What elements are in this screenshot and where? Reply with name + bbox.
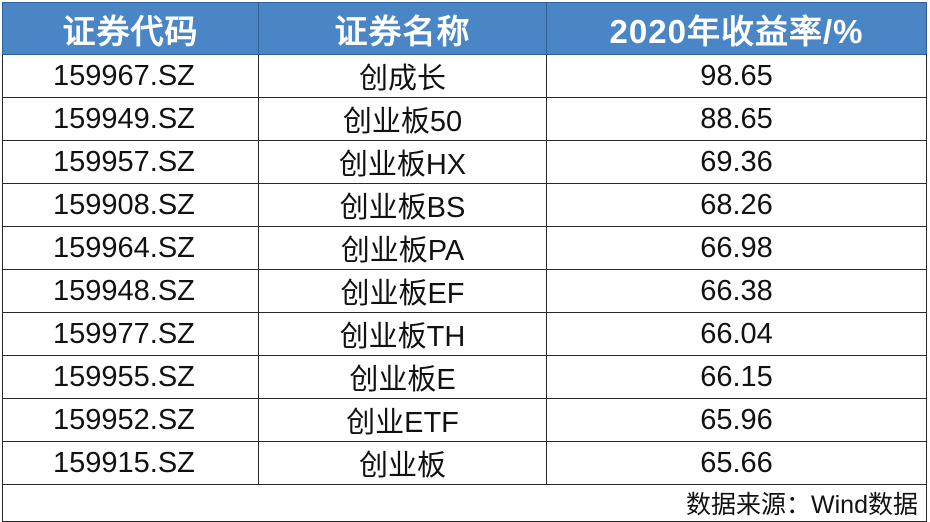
cell-name: 创业板PA	[258, 226, 547, 270]
cell-return: 69.36	[546, 140, 927, 184]
header-row: 证券代码 证券名称 2020年收益率/%	[2, 2, 927, 55]
table-row: 159977.SZ 创业板TH 66.04	[2, 312, 927, 356]
cell-return: 65.66	[546, 441, 927, 485]
table-row: 159948.SZ 创业板EF 66.38	[2, 269, 927, 313]
cell-return: 98.65	[546, 54, 927, 98]
cell-return: 66.04	[546, 312, 927, 356]
cell-name: 创业板50	[258, 97, 547, 141]
header-code: 证券代码	[2, 2, 259, 55]
data-source-note: 数据来源：Wind数据	[2, 484, 927, 522]
header-return: 2020年收益率/%	[546, 2, 927, 55]
cell-code: 159957.SZ	[2, 140, 259, 184]
header-name: 证券名称	[258, 2, 547, 55]
cell-code: 159952.SZ	[2, 398, 259, 442]
cell-name: 创业板HX	[258, 140, 547, 184]
cell-code: 159967.SZ	[2, 54, 259, 98]
source-row: 数据来源：Wind数据	[2, 484, 927, 522]
table-row: 159915.SZ 创业板 65.66	[2, 441, 927, 485]
table-row: 159964.SZ 创业板PA 66.98	[2, 226, 927, 270]
table-row: 159957.SZ 创业板HX 69.36	[2, 140, 927, 184]
cell-code: 159915.SZ	[2, 441, 259, 485]
cell-return: 88.65	[546, 97, 927, 141]
table-row: 159908.SZ 创业板BS 68.26	[2, 183, 927, 227]
table-row: 159967.SZ 创成长 98.65	[2, 54, 927, 98]
table-row: 159949.SZ 创业板50 88.65	[2, 97, 927, 141]
cell-name: 创业板BS	[258, 183, 547, 227]
cell-name: 创业板	[258, 441, 547, 485]
table-row: 159952.SZ 创业ETF 65.96	[2, 398, 927, 442]
cell-code: 159948.SZ	[2, 269, 259, 313]
cell-code: 159964.SZ	[2, 226, 259, 270]
cell-return: 66.15	[546, 355, 927, 399]
cell-return: 66.38	[546, 269, 927, 313]
cell-name: 创成长	[258, 54, 547, 98]
cell-code: 159977.SZ	[2, 312, 259, 356]
cell-name: 创业板TH	[258, 312, 547, 356]
cell-name: 创业板EF	[258, 269, 547, 313]
cell-return: 68.26	[546, 183, 927, 227]
cell-code: 159949.SZ	[2, 97, 259, 141]
cell-code: 159955.SZ	[2, 355, 259, 399]
cell-name: 创业板E	[258, 355, 547, 399]
cell-code: 159908.SZ	[2, 183, 259, 227]
table-row: 159955.SZ 创业板E 66.15	[2, 355, 927, 399]
cell-name: 创业ETF	[258, 398, 547, 442]
cell-return: 65.96	[546, 398, 927, 442]
cell-return: 66.98	[546, 226, 927, 270]
